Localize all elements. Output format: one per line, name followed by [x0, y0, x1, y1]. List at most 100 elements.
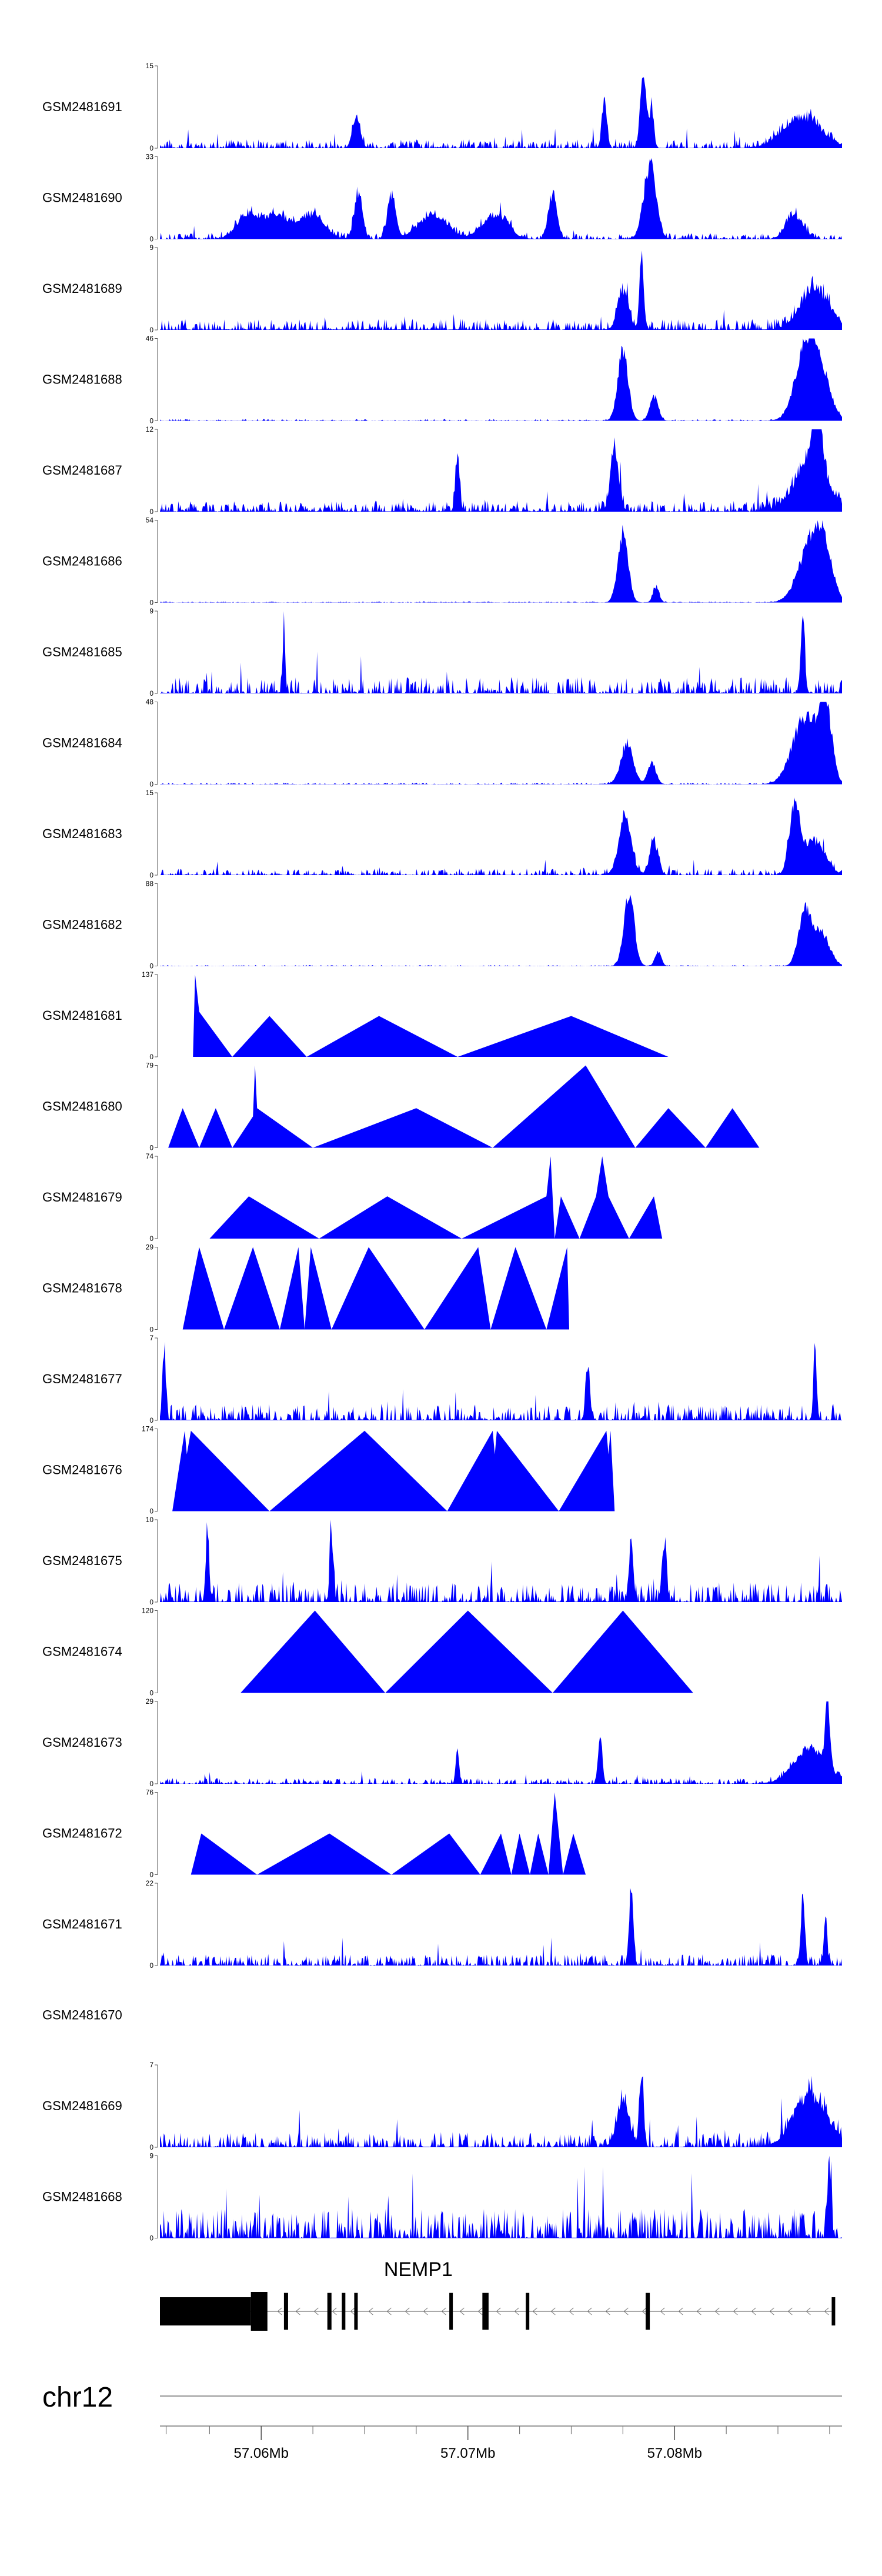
- gene-name-label: NEMP1: [384, 2258, 453, 2281]
- y-axis-max-label: 9: [149, 243, 153, 252]
- track-GSM2481673: GSM2481673 29 0: [42, 1697, 842, 1788]
- gene-model: NEMP1: [160, 2258, 836, 2331]
- track-GSM2481678: GSM2481678 29 0: [42, 1243, 569, 1334]
- y-axis-max-label: 79: [146, 1062, 154, 1070]
- strand-arrow: [806, 2307, 811, 2315]
- y-axis-min-label: 0: [149, 144, 153, 152]
- track-GSM2481687: GSM2481687 12 0: [42, 425, 842, 516]
- track-label: GSM2481688: [42, 372, 122, 387]
- track-label: GSM2481684: [42, 736, 122, 750]
- track-GSM2481674: GSM2481674 120 0: [42, 1607, 693, 1697]
- track-label: GSM2481686: [42, 554, 122, 569]
- track-label: GSM2481675: [42, 1553, 122, 1568]
- coverage-area: [168, 1065, 760, 1148]
- track-GSM2481679: GSM2481679 74 0: [42, 1152, 663, 1243]
- genome-axis: 57.06Mb 57.07Mb 57.08Mb: [160, 2425, 842, 2461]
- strand-arrow: [459, 2307, 465, 2315]
- strand-arrow: [787, 2307, 793, 2315]
- exon-block: [327, 2293, 332, 2330]
- y-axis-min-label: 0: [149, 1871, 153, 1879]
- strand-arrow: [642, 2307, 647, 2315]
- coverage-area: [160, 2155, 842, 2238]
- y-axis-max-label: 88: [146, 880, 154, 888]
- y-axis-max-label: 15: [146, 789, 154, 797]
- strand-arrow: [550, 2307, 556, 2315]
- y-axis-min-label: 0: [149, 2234, 153, 2243]
- y-axis-max-label: 9: [149, 2152, 153, 2160]
- strand-arrow: [313, 2307, 319, 2315]
- y-axis-min-label: 0: [149, 871, 153, 879]
- genome-axis-tick-label: 57.08Mb: [647, 2445, 702, 2461]
- y-axis-max-label: 120: [142, 1607, 153, 1615]
- track-GSM2481690: GSM2481690 33 0: [42, 153, 842, 243]
- track-label: GSM2481678: [42, 1281, 122, 1296]
- y-axis-min-label: 0: [149, 326, 153, 334]
- coverage-area: [160, 429, 842, 512]
- strand-arrow: [496, 2307, 501, 2315]
- track-label: GSM2481691: [42, 99, 122, 114]
- track-GSM2481672: GSM2481672 76 0: [42, 1788, 586, 1879]
- track-label: GSM2481672: [42, 1826, 122, 1841]
- track-label: GSM2481680: [42, 1099, 122, 1114]
- coverage-area: [160, 611, 842, 693]
- exon-block: [526, 2293, 530, 2330]
- exon-block: [449, 2293, 453, 2330]
- coverage-area: [160, 338, 842, 421]
- strand-arrow: [824, 2307, 829, 2315]
- y-axis-max-label: 48: [146, 698, 154, 706]
- strand-arrow: [441, 2307, 446, 2315]
- exon-block: [283, 2293, 288, 2330]
- coverage-area: [240, 1610, 693, 1693]
- strand-arrow: [569, 2307, 574, 2315]
- y-axis-max-label: 46: [146, 335, 154, 343]
- strand-arrow: [660, 2307, 665, 2315]
- y-axis-max-label: 29: [146, 1697, 154, 1706]
- y-axis-max-label: 12: [146, 425, 154, 433]
- y-axis-min-label: 0: [149, 1144, 153, 1152]
- strand-arrow: [587, 2307, 592, 2315]
- track-GSM2481682: GSM2481682 88 0: [42, 880, 842, 970]
- y-axis-min-label: 0: [149, 2143, 153, 2151]
- y-axis-min-label: 0: [149, 1780, 153, 1788]
- strand-arrow: [295, 2307, 300, 2315]
- track-GSM2481684: GSM2481684 48 0: [42, 698, 842, 789]
- y-axis-min-label: 0: [149, 1234, 153, 1243]
- y-axis-min-label: 0: [149, 1326, 153, 1334]
- strand-arrow: [350, 2307, 355, 2315]
- coverage-area: [160, 520, 842, 603]
- track-GSM2481677: GSM2481677 7 0: [42, 1334, 842, 1424]
- track-GSM2481668: GSM2481668 9 0: [42, 2152, 842, 2243]
- track-GSM2481676: GSM2481676 174 0: [42, 1425, 615, 1516]
- coverage-area: [160, 702, 842, 785]
- coverage-area: [160, 1342, 842, 1420]
- strand-arrow: [514, 2307, 519, 2315]
- strand-arrow: [623, 2307, 629, 2315]
- track-label: GSM2481668: [42, 2190, 122, 2204]
- track-GSM2481680: GSM2481680 79 0: [42, 1062, 760, 1152]
- track-GSM2481689: GSM2481689 9 0: [42, 243, 842, 334]
- track-label: GSM2481689: [42, 281, 122, 296]
- y-axis-max-label: 76: [146, 1788, 154, 1797]
- exon-block: [831, 2297, 836, 2325]
- coverage-area: [182, 1247, 569, 1330]
- y-axis-min-label: 0: [149, 780, 153, 789]
- coverage-area: [160, 895, 842, 966]
- track-GSM2481683: GSM2481683 15 0: [42, 789, 842, 879]
- y-axis-max-label: 33: [146, 153, 154, 161]
- track-label: GSM2481669: [42, 2098, 122, 2113]
- exon-block: [646, 2293, 650, 2330]
- y-axis-min-label: 0: [149, 1416, 153, 1424]
- y-axis-min-label: 0: [149, 599, 153, 607]
- y-axis-min-label: 0: [149, 1598, 153, 1606]
- y-axis-max-label: 7: [149, 2061, 153, 2069]
- strand-arrow: [532, 2307, 537, 2315]
- strand-arrow: [769, 2307, 774, 2315]
- coverage-area: [160, 77, 842, 148]
- y-axis-min-label: 0: [149, 1507, 153, 1516]
- track-GSM2481675: GSM2481675 10 0: [42, 1516, 842, 1606]
- exon-block: [250, 2292, 268, 2331]
- data-tracks: GSM2481691150GSM2481690330GSM248168990GS…: [42, 62, 842, 2243]
- y-axis-min-label: 0: [149, 962, 153, 970]
- coverage-area: [209, 1156, 663, 1239]
